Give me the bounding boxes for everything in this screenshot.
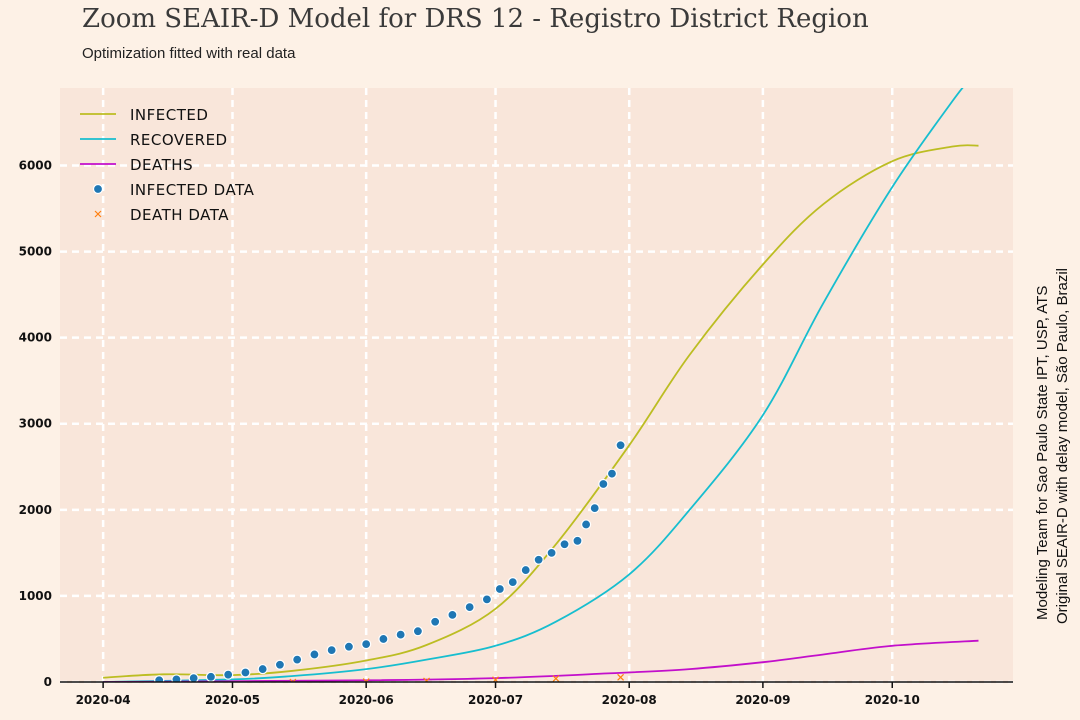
legend-item-deaths: DEATHS <box>80 156 193 174</box>
x-tick-label: 2020-06 <box>339 693 394 707</box>
infected-data-point <box>546 547 557 558</box>
series-infected-data <box>154 440 626 682</box>
death-data-point <box>552 675 560 682</box>
death-data-point <box>617 673 625 681</box>
legend[interactable]: INFECTED RECOVERED DEATHS INFECTED DATA DEAT… <box>80 106 255 224</box>
series-line-deaths <box>103 639 979 682</box>
series-recovered <box>103 88 964 682</box>
infected-data-point <box>378 633 389 645</box>
infected-data-point <box>589 503 600 514</box>
infected-data-point <box>559 539 570 550</box>
y-tick-label: 0 <box>44 675 52 689</box>
legend-label: INFECTED <box>130 106 208 124</box>
infected-data-point <box>292 654 303 665</box>
x-tick-label: 2020-09 <box>735 693 790 707</box>
infected-data-point <box>494 583 505 595</box>
infected-data-point <box>412 626 424 637</box>
infected-data-point <box>205 671 217 682</box>
side-note-line-1: Modeling Team for Sao Paulo State IPT, U… <box>1034 286 1051 620</box>
y-tick-label: 4000 <box>19 331 52 345</box>
legend-item-recovered: RECOVERED <box>80 131 228 149</box>
infected-data-point <box>520 564 531 576</box>
x-tick-label: 2020-07 <box>468 693 523 707</box>
series-layer <box>103 88 979 682</box>
infected-data-point <box>223 669 234 680</box>
legend-swatch <box>94 210 102 218</box>
infected-data-point <box>240 667 251 678</box>
chart-title: Zoom SEAIR-D Model for DRS 12 - Registro… <box>82 4 869 34</box>
infected-data-point <box>171 674 182 682</box>
series-infected <box>103 144 979 679</box>
infected-data-point <box>395 629 406 640</box>
legend-label: DEATHS <box>130 156 193 174</box>
infected-data-point <box>606 468 618 479</box>
legend-item-infected-data: INFECTED DATA <box>92 181 255 199</box>
infected-data-point <box>533 554 544 565</box>
legend-label: RECOVERED <box>130 131 228 149</box>
infected-data-point <box>481 594 493 605</box>
legend-label: DEATH DATA <box>130 206 229 224</box>
series-line-recovered <box>103 88 964 682</box>
plot-area <box>60 88 1013 682</box>
legend-item-infected: INFECTED <box>80 106 208 124</box>
infected-data-point <box>430 616 441 627</box>
infected-data-point <box>572 535 583 546</box>
infected-data-point <box>580 519 592 530</box>
infected-data-point <box>361 639 372 650</box>
y-tick-label: 5000 <box>19 245 52 259</box>
legend-swatch <box>92 183 104 195</box>
infected-data-point <box>598 478 609 490</box>
infected-data-point <box>464 602 475 613</box>
legend-item-death-data: DEATH DATA <box>94 206 229 224</box>
ticks: 2020-04 2020-05 2020-06 2020-07 2020-08 2020-… <box>19 158 920 707</box>
chart-subtitle: Optimization fitted with real data <box>82 45 296 62</box>
y-tick-label: 3000 <box>19 417 52 431</box>
y-tick-label: 1000 <box>19 589 52 603</box>
legend-label: INFECTED DATA <box>130 181 255 199</box>
infected-data-point <box>447 609 458 620</box>
infected-data-point <box>343 641 355 652</box>
y-tick-label: 2000 <box>19 503 52 517</box>
series-deaths <box>103 639 979 682</box>
infected-data-point <box>309 649 320 660</box>
side-note-line-2: Original SEAIR-D with delay model, São P… <box>1054 268 1071 624</box>
x-tick-label: 2020-05 <box>205 693 260 707</box>
infected-data-point <box>188 673 199 682</box>
infected-data-point <box>507 577 518 588</box>
infected-data-point <box>154 675 165 682</box>
y-tick-label: 6000 <box>19 158 52 172</box>
series-line-infected <box>103 144 979 679</box>
infected-data-point <box>326 645 337 656</box>
infected-data-point <box>615 440 626 451</box>
death-data-point <box>289 678 297 682</box>
x-tick-label: 2020-10 <box>865 693 920 707</box>
x-tick-label: 2020-08 <box>602 693 657 707</box>
infected-data-point <box>257 663 268 675</box>
x-tick-label: 2020-04 <box>76 693 131 707</box>
death-data-point <box>423 677 430 682</box>
infected-data-point <box>274 659 286 670</box>
